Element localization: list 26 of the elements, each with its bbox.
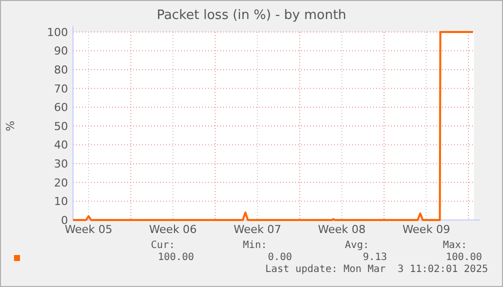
text: 0.00 bbox=[268, 252, 292, 263]
y-tick-label: 50 bbox=[54, 120, 68, 133]
y-tick-label: 80 bbox=[54, 63, 68, 76]
text: Max: bbox=[442, 240, 467, 251]
y-tick-label: 30 bbox=[54, 157, 68, 170]
line-series bbox=[72, 31, 474, 221]
text: 100.00 bbox=[158, 252, 194, 263]
text: Min: bbox=[242, 240, 267, 251]
y-tick-label: 10 bbox=[54, 195, 68, 208]
text: Avg: bbox=[344, 240, 369, 251]
x-tick-label: Week 09 bbox=[402, 223, 450, 236]
text: 9.13 bbox=[362, 252, 387, 263]
y-tick-label: 70 bbox=[54, 82, 68, 96]
x-tick-label: Week 07 bbox=[234, 223, 282, 236]
y-tick-label: 60 bbox=[54, 101, 68, 114]
y-tick-label: 20 bbox=[54, 176, 68, 190]
y-axis-title: % bbox=[4, 120, 17, 132]
text: Cur: bbox=[150, 240, 175, 251]
y-tick-label: 40 bbox=[54, 138, 68, 152]
chart-title: Packet loss (in %) - by month bbox=[156, 8, 346, 23]
x-tick-label: Week 08 bbox=[318, 223, 366, 236]
y-tick-label: 90 bbox=[54, 44, 68, 58]
x-tick-label: Week 06 bbox=[149, 223, 197, 236]
text: 100.00 bbox=[446, 252, 482, 263]
y-tick-label: 100 bbox=[47, 26, 68, 39]
text: Last update: Mon Mar 3 11:02:01 2025 bbox=[265, 264, 488, 275]
